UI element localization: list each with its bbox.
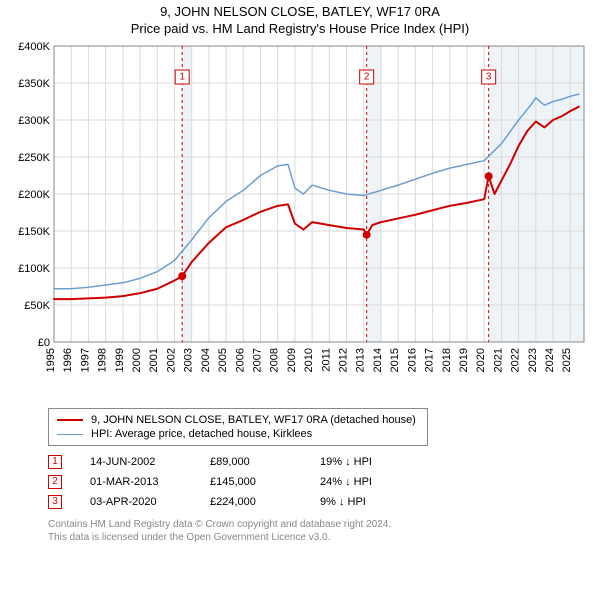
svg-text:2020: 2020 — [475, 348, 487, 372]
svg-text:2006: 2006 — [234, 348, 246, 372]
chart-area: 1 2 3 £0 £50K £100K £150K £200K £250K £300K £350K £… — [8, 42, 592, 402]
footer-line-2: This data is licensed under the Open Gov… — [48, 531, 588, 544]
transaction-date: 01-MAR-2013 — [90, 476, 210, 488]
svg-text:1997: 1997 — [79, 348, 91, 372]
transaction-price: £145,000 — [210, 476, 320, 488]
svg-text:£350K: £350K — [18, 78, 50, 90]
line-chart-svg: 1 2 3 £0 £50K £100K £150K £200K £250K £300K £350K £… — [8, 42, 592, 402]
legend: 9, JOHN NELSON CLOSE, BATLEY, WF17 0RA (… — [48, 408, 428, 446]
transaction-row: 1 14-JUN-2002£89,00019% ↓ HPI — [48, 452, 588, 472]
svg-text:2021: 2021 — [492, 348, 504, 372]
transaction-delta: 19% ↓ HPI — [320, 456, 430, 468]
footer-line-1: Contains HM Land Registry data © Crown c… — [48, 518, 588, 531]
svg-text:2023: 2023 — [527, 348, 539, 372]
legend-swatch — [57, 419, 83, 421]
svg-text:2003: 2003 — [183, 348, 195, 372]
svg-text:2008: 2008 — [269, 348, 281, 372]
svg-text:3: 3 — [486, 72, 492, 83]
legend-swatch — [57, 434, 83, 435]
transaction-date: 03-APR-2020 — [90, 496, 210, 508]
svg-text:2005: 2005 — [217, 348, 229, 372]
svg-text:2024: 2024 — [544, 348, 556, 372]
svg-text:2000: 2000 — [131, 348, 143, 372]
svg-text:2022: 2022 — [510, 348, 522, 372]
transaction-delta: 9% ↓ HPI — [320, 496, 430, 508]
chart-subtitle: Price paid vs. HM Land Registry's House … — [8, 21, 592, 36]
svg-text:£300K: £300K — [18, 115, 50, 127]
svg-text:2015: 2015 — [389, 348, 401, 372]
chart-title: 9, JOHN NELSON CLOSE, BATLEY, WF17 0RA — [8, 4, 592, 19]
svg-text:2012: 2012 — [338, 348, 350, 372]
transaction-date: 14-JUN-2002 — [90, 456, 210, 468]
svg-text:£200K: £200K — [18, 189, 50, 201]
svg-text:1995: 1995 — [45, 348, 57, 372]
svg-text:1999: 1999 — [114, 348, 126, 372]
footer-attribution: Contains HM Land Registry data © Crown c… — [48, 518, 588, 544]
transaction-row: 3 03-APR-2020£224,0009% ↓ HPI — [48, 492, 588, 512]
transactions-table: 1 14-JUN-2002£89,00019% ↓ HPI 2 01-MAR-2013… — [48, 452, 588, 512]
transaction-price: £224,000 — [210, 496, 320, 508]
svg-text:2025: 2025 — [561, 348, 573, 372]
svg-text:1996: 1996 — [62, 348, 74, 372]
svg-text:2019: 2019 — [458, 348, 470, 372]
transaction-marker: 3 — [48, 495, 62, 509]
legend-item: 9, JOHN NELSON CLOSE, BATLEY, WF17 0RA (… — [57, 413, 419, 427]
svg-text:£400K: £400K — [18, 42, 50, 53]
svg-text:£0: £0 — [38, 337, 50, 349]
svg-text:£250K: £250K — [18, 152, 50, 164]
svg-text:2009: 2009 — [286, 348, 298, 372]
transaction-marker: 1 — [48, 455, 62, 469]
svg-text:2002: 2002 — [165, 348, 177, 372]
legend-label: HPI: Average price, detached house, Kirk… — [91, 428, 312, 440]
svg-text:£50K: £50K — [24, 300, 50, 312]
svg-text:2017: 2017 — [424, 348, 436, 372]
transaction-row: 2 01-MAR-2013£145,00024% ↓ HPI — [48, 472, 588, 492]
svg-text:2004: 2004 — [200, 348, 212, 372]
chart-container: 9, JOHN NELSON CLOSE, BATLEY, WF17 0RA P… — [0, 0, 600, 552]
legend-item: HPI: Average price, detached house, Kirk… — [57, 427, 419, 441]
svg-text:£150K: £150K — [18, 226, 50, 238]
svg-text:2013: 2013 — [355, 348, 367, 372]
svg-text:2018: 2018 — [441, 348, 453, 372]
svg-text:2011: 2011 — [320, 348, 332, 372]
svg-text:£100K: £100K — [18, 263, 50, 275]
svg-text:2014: 2014 — [372, 348, 384, 372]
svg-text:2: 2 — [364, 72, 370, 83]
svg-text:1: 1 — [179, 72, 185, 83]
svg-text:1998: 1998 — [97, 348, 109, 372]
svg-text:2010: 2010 — [303, 348, 315, 372]
transaction-price: £89,000 — [210, 456, 320, 468]
svg-text:2007: 2007 — [251, 348, 263, 372]
svg-text:2001: 2001 — [148, 348, 160, 372]
svg-text:2016: 2016 — [406, 348, 418, 372]
transaction-marker: 2 — [48, 475, 62, 489]
legend-label: 9, JOHN NELSON CLOSE, BATLEY, WF17 0RA (… — [91, 414, 416, 426]
transaction-delta: 24% ↓ HPI — [320, 476, 430, 488]
